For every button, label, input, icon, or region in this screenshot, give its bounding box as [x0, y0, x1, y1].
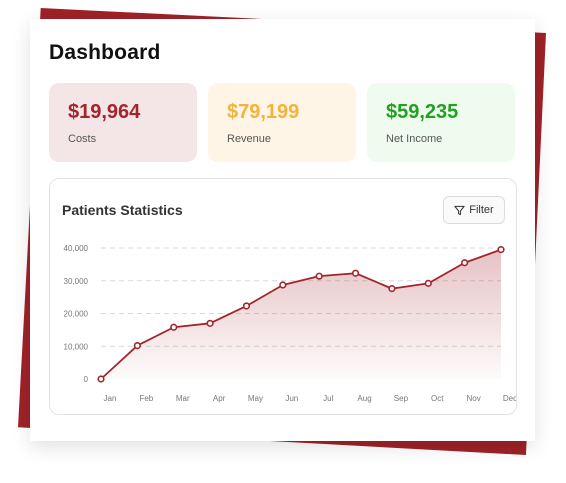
data-point	[97, 375, 105, 383]
data-point	[279, 281, 287, 289]
data-point	[315, 272, 323, 280]
revenue-value: $79,199	[227, 101, 300, 123]
data-point	[206, 319, 214, 327]
x-tick-label: Jun	[285, 394, 298, 403]
page-title: Dashboard	[49, 41, 161, 64]
x-tick-label: Aug	[357, 394, 371, 403]
chart-title: Patients Statistics	[62, 202, 183, 218]
data-point	[133, 341, 141, 350]
x-tick-label: Dec	[503, 394, 516, 403]
net-income-label: Net Income	[386, 133, 443, 145]
costs-value: $19,964	[68, 101, 141, 123]
x-tick-label: Feb	[139, 394, 153, 403]
data-point	[242, 302, 251, 310]
data-point	[461, 259, 469, 267]
data-point	[497, 246, 505, 254]
funnel-icon	[454, 205, 465, 216]
data-point	[424, 279, 432, 287]
y-tick-label: 10,000	[64, 342, 89, 351]
y-tick-label: 40,000	[64, 244, 89, 253]
y-tick-label: 0	[84, 375, 89, 384]
patients-statistics-panel: 0 10,000 20,000 30,000 40,000 Jan Feb Mar Apr May…	[49, 178, 517, 415]
revenue-stat-card: $79,199 Revenue	[208, 83, 356, 162]
series-area	[101, 249, 501, 379]
filter-button[interactable]: Filter	[443, 196, 505, 224]
data-point	[388, 285, 396, 293]
x-tick-label: Sep	[394, 394, 409, 403]
y-tick-label: 20,000	[64, 310, 89, 319]
x-tick-label: Jul	[323, 394, 333, 403]
x-tick-label: Jan	[104, 394, 117, 403]
revenue-label: Revenue	[227, 133, 272, 145]
patients-line-chart: 0 10,000 20,000 30,000 40,000 Jan Feb Mar Apr May…	[64, 244, 516, 403]
data-point	[170, 323, 178, 331]
net-income-stat-card: $59,235 Net Income	[367, 83, 515, 162]
x-tick-label: Mar	[176, 394, 190, 403]
x-tick-label: Oct	[431, 394, 444, 403]
filter-label: Filter	[469, 204, 494, 216]
x-tick-label: Apr	[213, 394, 226, 403]
costs-label: Costs	[68, 133, 97, 145]
y-tick-label: 30,000	[64, 277, 89, 286]
x-tick-label: Nov	[467, 394, 481, 403]
x-tick-label: May	[248, 394, 263, 403]
series-line	[100, 248, 502, 380]
dashboard-card: Dashboard $19,964 Costs $79,199 Revenue …	[30, 19, 535, 441]
costs-stat-card: $19,964 Costs	[49, 83, 197, 162]
net-income-value: $59,235	[386, 101, 459, 123]
data-point	[351, 269, 360, 277]
